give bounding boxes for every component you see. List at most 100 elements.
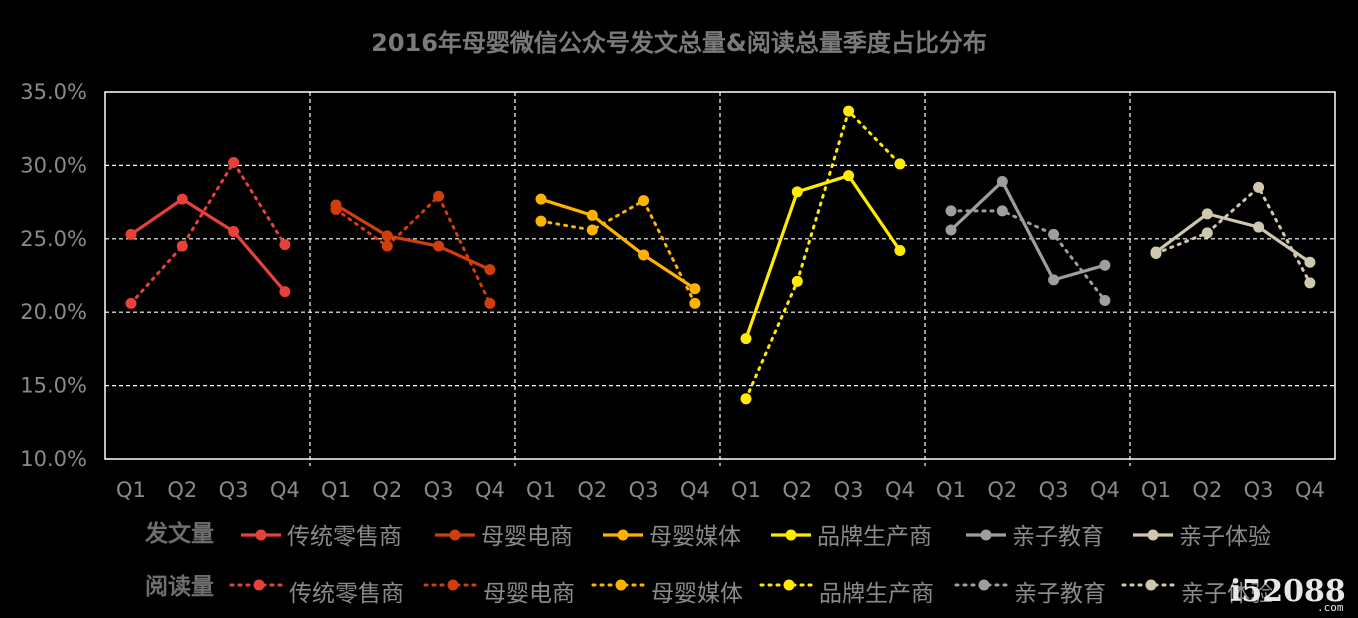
y-tick-label: 20.0% [20, 300, 87, 324]
x-tick-label: Q4 [1295, 478, 1325, 502]
x-tick-label: Q1 [321, 478, 351, 502]
x-tick-label: Q2 [372, 478, 402, 502]
reads-point [433, 190, 445, 202]
legend-reads-label: 母婴媒体 [651, 581, 743, 607]
reads-point [484, 297, 496, 309]
reads-point [996, 205, 1008, 217]
legend: 发文量 阅读量 传统零售商传统零售商母婴电商母婴电商母婴媒体母婴媒体品牌生产商品… [144, 520, 1273, 607]
legend-reads-heading: 阅读量 [145, 574, 214, 600]
y-tick-label: 25.0% [20, 227, 87, 251]
posts-point [996, 176, 1008, 188]
reads-point [791, 275, 803, 287]
posts-point [1099, 259, 1111, 271]
posts-point [689, 283, 701, 295]
reads-point [1099, 294, 1111, 306]
reads-point [1201, 227, 1213, 239]
reads-line [949, 209, 1107, 302]
reads-point [740, 393, 752, 405]
legend-reads-marker [978, 579, 990, 591]
legend-posts-marker [1147, 529, 1159, 541]
reads-line [539, 198, 697, 305]
legend-reads-marker [1145, 579, 1157, 591]
gridlines [105, 92, 1335, 466]
reads-point [381, 240, 393, 252]
posts-point [535, 193, 547, 205]
reads-point [638, 195, 650, 207]
watermark-sub: .com [1317, 601, 1344, 614]
reads-point [1304, 277, 1316, 289]
x-tick-label: Q1 [936, 478, 966, 502]
x-tick-label: Q2 [577, 478, 607, 502]
legend-posts-label: 母婴媒体 [649, 524, 741, 550]
x-tick-label: Q2 [167, 478, 197, 502]
x-tick-label: Q1 [731, 478, 761, 502]
posts-point [945, 224, 957, 236]
reads-point [843, 105, 855, 117]
x-tick-label: Q4 [885, 478, 915, 502]
legend-posts-heading: 发文量 [144, 520, 214, 547]
posts-line [130, 197, 287, 293]
posts-point [1048, 274, 1060, 286]
legend-reads-marker [447, 579, 459, 591]
x-tick-label: Q2 [1192, 478, 1222, 502]
legend-posts-label: 亲子教育 [1012, 524, 1104, 550]
y-tick-label: 30.0% [20, 153, 87, 177]
reads-point [689, 297, 701, 309]
legend-posts-marker [980, 529, 992, 541]
legend-posts-marker [785, 529, 797, 541]
posts-point [791, 186, 803, 198]
posts-point [1304, 256, 1316, 268]
legend-reads-label: 母婴电商 [483, 581, 575, 607]
reads-point [586, 224, 598, 236]
y-tick-label: 15.0% [20, 374, 87, 398]
y-axis-labels: 10.0% 15.0% 20.0% 25.0% 30.0% 35.0% [20, 80, 87, 471]
posts-point [330, 199, 342, 211]
reads-point [1048, 228, 1060, 240]
x-tick-label: Q4 [1090, 478, 1120, 502]
posts-point [381, 230, 393, 242]
watermark-main: i52088 [1230, 574, 1346, 609]
x-tick-label: Q1 [526, 478, 556, 502]
reads-line [744, 108, 902, 401]
x-tick-label: Q1 [1141, 478, 1171, 502]
series-layer [125, 105, 1316, 405]
reads-point [176, 240, 188, 252]
watermark: i52088 .com [1230, 574, 1346, 614]
legend-posts-label: 传统零售商 [287, 524, 402, 550]
posts-point [740, 333, 752, 345]
x-tick-label: Q3 [629, 478, 659, 502]
reads-point [945, 205, 957, 217]
posts-point [1150, 246, 1162, 258]
x-tick-label: Q2 [782, 478, 812, 502]
reads-point [894, 158, 906, 170]
reads-line [334, 193, 492, 305]
posts-point [228, 225, 240, 237]
x-tick-label: Q2 [987, 478, 1017, 502]
posts-line [540, 197, 696, 291]
legend-posts-marker [255, 529, 267, 541]
posts-point [894, 245, 906, 257]
legend-reads-marker [253, 579, 265, 591]
x-tick-label: Q4 [475, 478, 505, 502]
reads-line [129, 159, 287, 305]
posts-point [484, 264, 496, 276]
reads-point [1253, 181, 1265, 193]
chart-title: 2016年母婴微信公众号发文总量&阅读总量季度占比分布 [371, 29, 987, 57]
posts-point [1253, 221, 1265, 233]
legend-reads-label: 品牌生产商 [819, 581, 934, 607]
posts-point [843, 170, 855, 182]
legend-reads-label: 亲子体验 [1181, 581, 1273, 607]
x-tick-label: Q3 [424, 478, 454, 502]
legend-posts-marker [449, 529, 461, 541]
legend-posts-label: 品牌生产商 [817, 524, 932, 550]
posts-point [638, 249, 650, 261]
posts-point [586, 209, 598, 221]
posts-line [335, 203, 491, 272]
x-axis-labels: Q1 Q2 Q3 Q4 Q1 Q2 Q3 Q4 Q1 Q2 Q3 Q4 Q1 Q2 Q3 Q4 Q1 Q2 Q3 Q4… [116, 478, 1325, 502]
legend-reads-marker [615, 579, 627, 591]
legend-posts-label: 亲子体验 [1179, 524, 1271, 550]
x-tick-label: Q3 [1244, 478, 1274, 502]
posts-line [1155, 212, 1311, 264]
x-tick-label: Q3 [1039, 478, 1069, 502]
